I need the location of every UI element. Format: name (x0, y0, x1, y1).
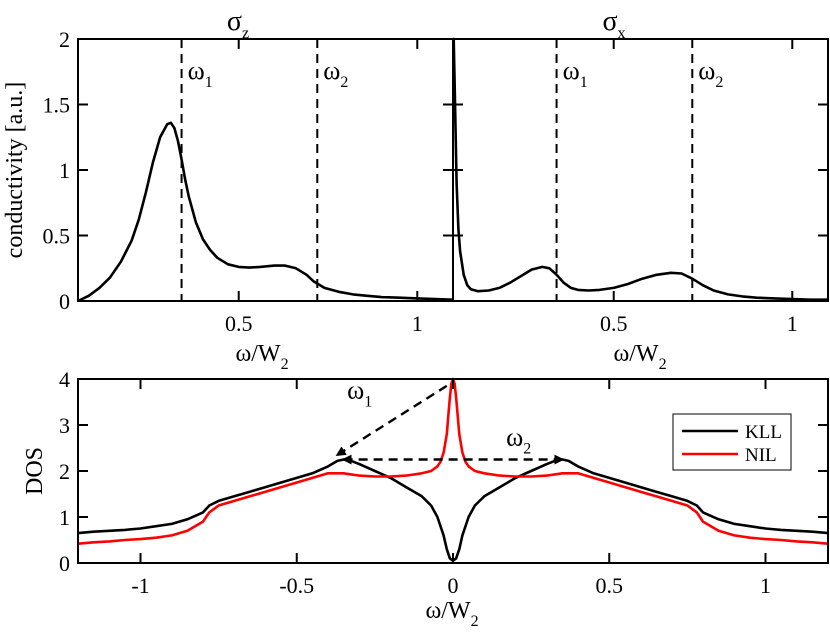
series-sigma-z-σz (77, 121, 454, 303)
panel-sigma-z-xlabel: ω/W2 (235, 341, 288, 373)
xtick-label: 0.5 (600, 311, 628, 336)
panel-sigma-x: σx ω1 ω2 0.5 1 ω/W2 (452, 6, 829, 373)
ytick-label: 2 (59, 459, 70, 484)
ytick-label: 2 (59, 27, 70, 52)
vline-label-omega-1: ω1 (563, 56, 588, 91)
vline-label-omega-2: ω2 (323, 56, 348, 91)
xtick-label: 0 (448, 573, 459, 598)
arrow-label-omega-1: ω1 (347, 375, 372, 410)
panel-dos-frame (77, 378, 829, 564)
xtick-label: -0.5 (279, 573, 314, 598)
series-sigma-x-σx (452, 37, 828, 301)
panel-sigma-z-frame (77, 38, 454, 302)
legend-box (672, 413, 792, 471)
xtick-label: 1 (412, 311, 423, 336)
xtick-label: 1 (787, 311, 798, 336)
panel-dos-xlabel: ω/W2 (425, 598, 478, 630)
xtick-label: 0.5 (225, 311, 253, 336)
panel-dos: ω1 ω2 -1 -0.5 0 0.5 1 0 1 2 3 4 DOS ω/W2 KLL NIL (22, 367, 829, 630)
legend-label-nil: NIL (745, 445, 777, 466)
legend: KLL NIL (672, 413, 792, 471)
series-dos-kll (77, 458, 829, 562)
xtick-label: 1 (760, 573, 771, 598)
vline-label-omega-2: ω2 (698, 56, 723, 91)
ytick-label: 3 (59, 413, 70, 438)
ytick-label: 1 (59, 505, 70, 530)
arrow-label-omega-2: ω2 (506, 423, 531, 458)
panel-sigma-z: σz ω1 ω2 0.5 1 0 0.5 1 1.5 2 conductivity [a.u.… (2, 6, 454, 373)
panel-sigma-x-frame (452, 38, 829, 302)
ytick-label: 0.5 (43, 224, 71, 249)
panel-dos-ylabel: DOS (22, 447, 48, 495)
panel-sigma-z-ylabel: conductivity [a.u.] (2, 82, 28, 259)
xtick-label: -1 (131, 573, 149, 598)
ytick-label: 4 (59, 367, 70, 392)
ytick-label: 0 (59, 551, 70, 576)
ytick-label: 1.5 (43, 93, 71, 118)
ytick-label: 0 (59, 289, 70, 314)
ytick-label: 1 (59, 158, 70, 183)
arrow-omega-1 (335, 384, 448, 456)
panel-sigma-z-title: σz (227, 6, 249, 42)
panel-sigma-x-xlabel: ω/W2 (613, 341, 666, 373)
xtick-label: 0.5 (596, 573, 624, 598)
legend-label-kll: KLL (745, 422, 782, 443)
vline-label-omega-1: ω1 (188, 56, 213, 91)
panel-sigma-x-title: σx (602, 6, 625, 42)
